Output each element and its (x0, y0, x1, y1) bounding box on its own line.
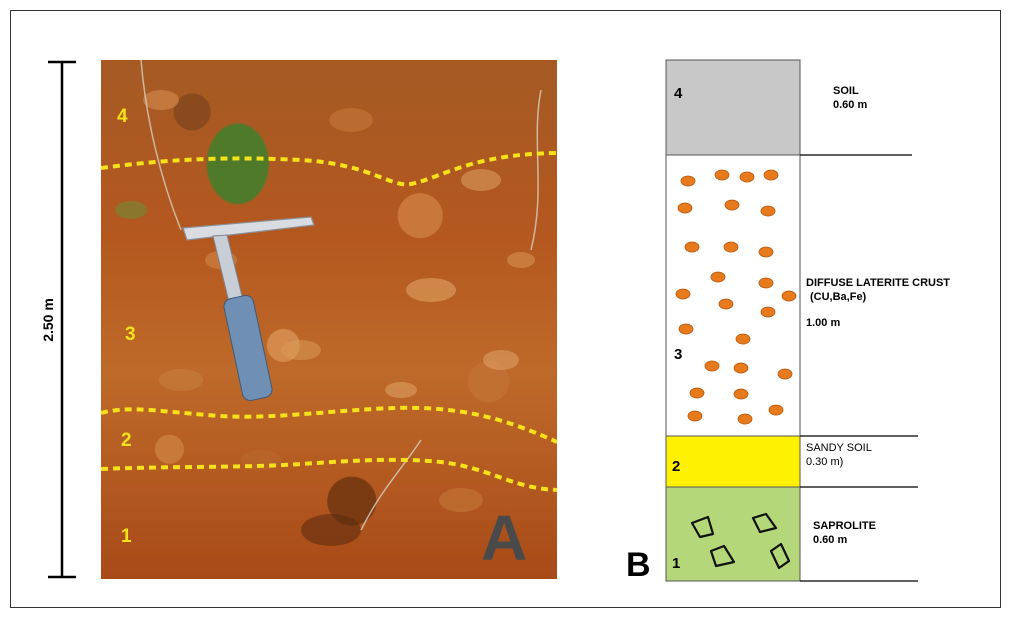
label-sandy-soil: SANDY SOIL 0.30 m) (806, 441, 872, 469)
label-laterite-thickness: 1.00 m (806, 317, 841, 329)
label-laterite: DIFFUSE LATERITE CRUST (CU,Ba,Fe) 1.00 m (806, 276, 950, 330)
label-saprolite-name: SAPROLITE (813, 520, 876, 532)
column-number-1: 1 (672, 555, 681, 572)
photo-layer-number-2: 2 (121, 430, 132, 451)
label-soil-name: SOIL (833, 85, 859, 97)
field-photo: 4 3 2 1 A (101, 60, 557, 579)
boundary-4-3 (101, 151, 557, 187)
figure-frame (10, 10, 1001, 608)
panel-letter-b: B (626, 546, 651, 584)
label-soil: SOIL 0.60 m (833, 84, 867, 112)
label-sandy-soil-name: SANDY SOIL (806, 442, 872, 454)
label-laterite-name: DIFFUSE LATERITE CRUST (806, 277, 951, 289)
column-number-4: 4 (674, 85, 683, 102)
label-sandy-soil-thickness: 0.30 m) (806, 456, 844, 468)
panel-letter-a: A (481, 502, 528, 574)
label-soil-thickness: 0.60 m (833, 99, 868, 111)
label-saprolite: SAPROLITE 0.60 m (813, 519, 876, 547)
rock-hammer (182, 216, 315, 401)
soil-clods (115, 90, 535, 546)
boundary-2-1 (101, 457, 557, 492)
column-number-2: 2 (672, 458, 681, 475)
photo-layer-number-3: 3 (125, 324, 136, 345)
photo-layer-number-4: 4 (117, 106, 128, 127)
photo-layer-number-1: 1 (121, 526, 132, 547)
roots (140, 60, 542, 531)
layer-boundaries (101, 151, 557, 492)
column-number-3: 3 (674, 346, 683, 363)
photo-overlay (101, 60, 557, 546)
label-saprolite-thickness: 0.60 m (813, 534, 848, 546)
boundary-3-2 (101, 405, 557, 444)
scale-bar-label: 2.50 m (40, 298, 56, 342)
label-laterite-detail: (CU,Ba,Fe) (810, 291, 867, 303)
